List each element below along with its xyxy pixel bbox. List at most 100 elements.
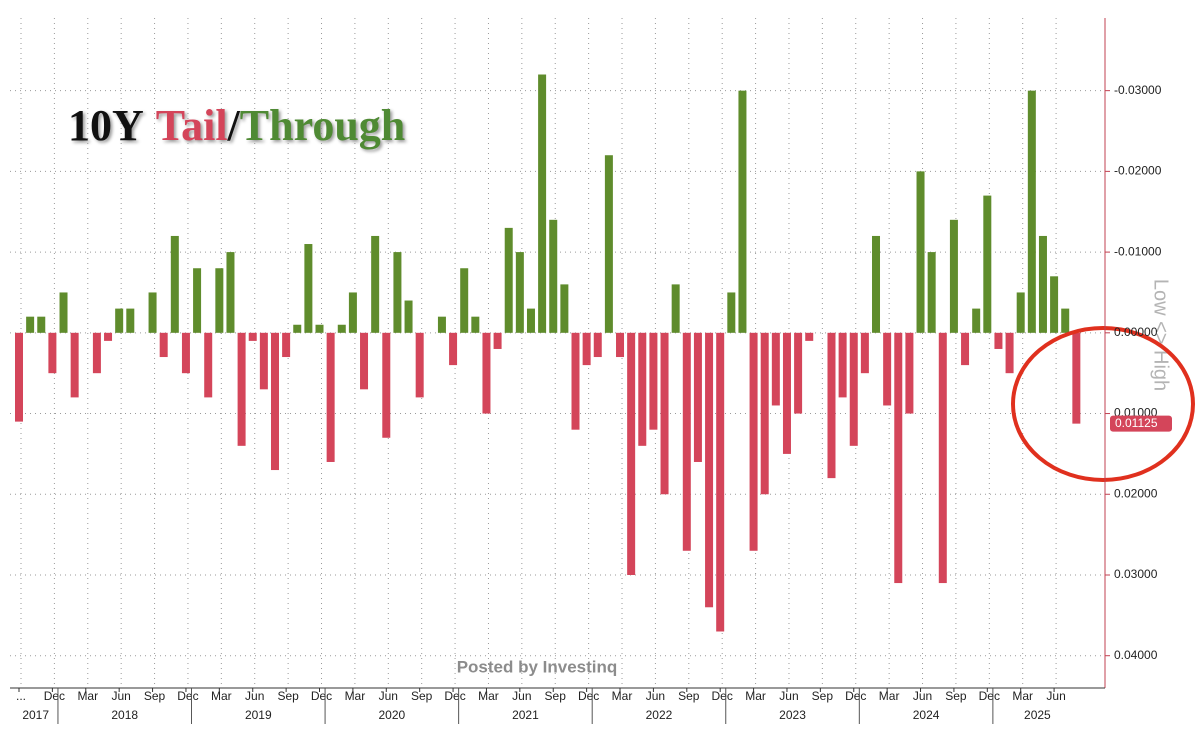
title-part: Tail: [156, 101, 228, 150]
year-label: 2018: [111, 708, 138, 722]
bar: [549, 219, 558, 333]
x-tick-label: Dec: [311, 689, 332, 703]
year-label: 2020: [379, 708, 406, 722]
x-tick-label: Sep: [945, 689, 967, 703]
bar: [159, 332, 168, 358]
bar: [1027, 90, 1036, 333]
bar: [593, 332, 602, 358]
bar: [638, 332, 647, 446]
bar: [493, 332, 502, 349]
x-tick-label: Sep: [277, 689, 299, 703]
year-label: 2024: [913, 708, 940, 722]
x-tick-label: Dec: [712, 689, 733, 703]
bar: [449, 332, 458, 366]
x-tick-label: Jun: [379, 689, 398, 703]
x-tick-label: Mar: [745, 689, 766, 703]
bar: [170, 235, 179, 333]
bar: [1050, 276, 1059, 333]
bar: [872, 235, 881, 333]
x-tick-label: Dec: [177, 689, 198, 703]
bar: [104, 332, 113, 341]
y-tick-label: 0.02000: [1114, 486, 1158, 500]
bar: [48, 332, 57, 374]
bar: [927, 252, 936, 333]
bar: [193, 268, 202, 333]
bar: [749, 332, 758, 551]
bar: [237, 332, 246, 446]
bar: [471, 316, 480, 333]
bar: [671, 284, 680, 333]
year-label: 2022: [646, 708, 673, 722]
bar: [604, 155, 613, 333]
x-tick-label: Mar: [211, 689, 232, 703]
x-tick-label: Sep: [144, 689, 166, 703]
bar: [26, 316, 35, 333]
bar: [1005, 332, 1014, 374]
bar: [415, 332, 424, 398]
x-tick-label: Dec: [444, 689, 465, 703]
chart-title: 10Y Tail/Through: [68, 101, 405, 150]
y-tick-label: -0.02000: [1114, 164, 1162, 178]
x-tick-label: Sep: [545, 689, 567, 703]
bar: [37, 316, 46, 333]
last-value-label: 0.01125: [1115, 416, 1158, 430]
bar: [460, 268, 469, 333]
bar: [849, 332, 858, 446]
watermark: Posted by Investinq: [457, 657, 618, 676]
bar: [682, 332, 691, 551]
bar: [437, 316, 446, 333]
y-tick-label: -0.01000: [1114, 244, 1162, 258]
x-tick-label: Jun: [111, 689, 130, 703]
bar: [126, 308, 135, 333]
y-tick-label: -0.03000: [1114, 83, 1162, 97]
bar: [972, 308, 981, 333]
bar: [293, 324, 302, 333]
bar: [515, 252, 524, 333]
bar: [526, 308, 535, 333]
bar: [215, 268, 224, 333]
bar: [693, 332, 702, 462]
x-tick-label: Mar: [612, 689, 633, 703]
bar: [649, 332, 658, 430]
bar: [393, 252, 402, 333]
bar: [716, 332, 725, 632]
bar: [838, 332, 847, 398]
bar: [916, 171, 925, 333]
bar: [860, 332, 869, 374]
x-tick-label: Dec: [979, 689, 1000, 703]
bar: [204, 332, 213, 398]
year-label: 2021: [512, 708, 539, 722]
bar: [627, 332, 636, 575]
bar: [360, 332, 369, 390]
bar: [148, 292, 157, 333]
x-tick-label: Sep: [411, 689, 433, 703]
x-tick-label: Mar: [77, 689, 98, 703]
x-tick-label: ...: [16, 689, 26, 703]
x-tick-label: Jun: [512, 689, 531, 703]
y-tick-label: 0.04000: [1114, 648, 1158, 662]
bar: [59, 292, 68, 333]
bar: [371, 235, 380, 333]
x-tick-label: Sep: [678, 689, 700, 703]
bar: [1061, 308, 1070, 333]
bar: [560, 284, 569, 333]
bar: [727, 292, 736, 333]
bar: [571, 332, 580, 430]
bar: [760, 332, 769, 495]
bar: [805, 332, 814, 341]
x-tick-label: Dec: [845, 689, 866, 703]
bar: [883, 332, 892, 406]
bar: [315, 324, 324, 333]
bar: [404, 300, 413, 333]
bar: [705, 332, 714, 608]
bar: [983, 195, 992, 333]
year-label: 2019: [245, 708, 272, 722]
bar: [326, 332, 335, 462]
bar: [782, 332, 791, 454]
bar: [382, 332, 391, 438]
bar: [15, 332, 23, 422]
bar: [894, 332, 903, 584]
bar: [994, 332, 1003, 349]
